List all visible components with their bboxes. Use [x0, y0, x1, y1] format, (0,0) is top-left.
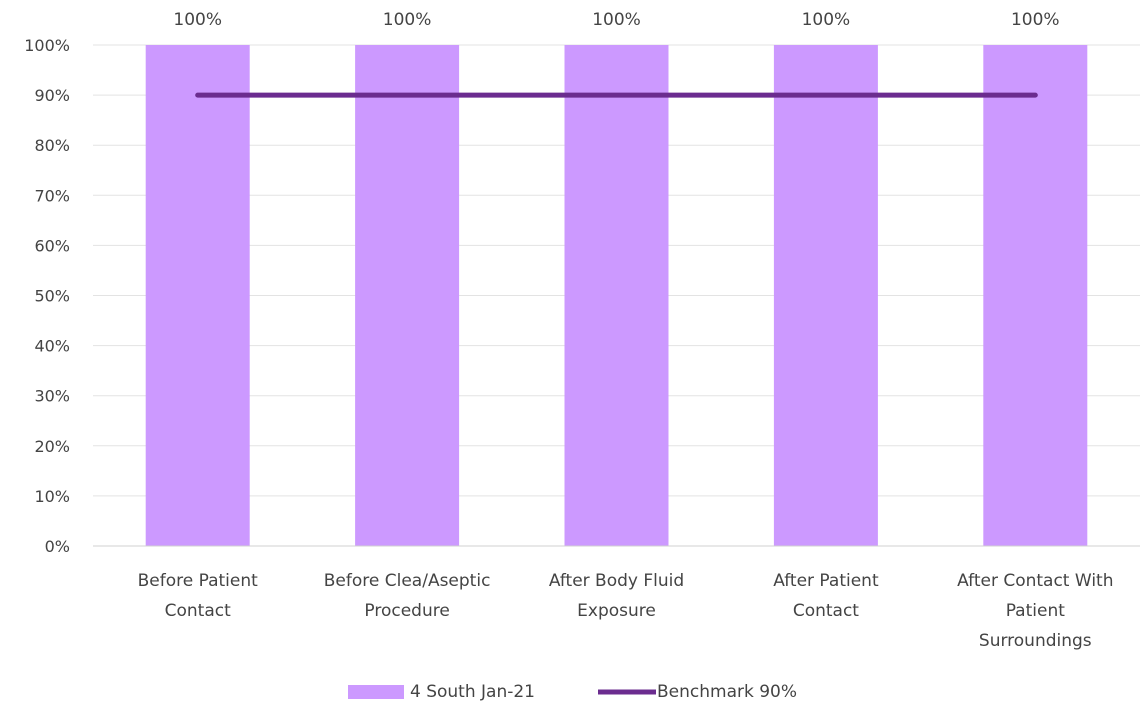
x-category-label-line: After Contact With — [957, 571, 1113, 591]
y-tick-label: 30% — [34, 387, 70, 406]
x-category-label: After Patient Contact — [773, 571, 879, 621]
y-tick-label: 60% — [34, 236, 70, 255]
data-label: 100% — [383, 10, 432, 30]
data-label: 100% — [802, 10, 851, 30]
bar — [355, 45, 460, 546]
x-category-label: After Body Fluid Exposure — [549, 571, 684, 621]
y-tick-label: 50% — [34, 287, 70, 306]
bar — [145, 45, 250, 546]
x-category-label: Before Patient Contact — [138, 571, 259, 621]
y-tick-label: 70% — [34, 186, 70, 205]
data-label: 100% — [173, 10, 222, 30]
x-category-label: Before Clea/Aseptic Procedure — [324, 571, 491, 621]
bar — [564, 45, 669, 546]
y-tick-label: 0% — [45, 537, 70, 556]
legend-label-line: Benchmark 90% — [657, 682, 797, 702]
y-tick-label: 100% — [24, 36, 70, 55]
y-axis-ticks: 0% 10% 20% 30% 40% 50% 60% 70% 80% 90% 100% — [24, 36, 70, 556]
legend-label-bar: 4 South Jan-21 — [410, 682, 535, 702]
x-category-label-line: Exposure — [577, 601, 656, 621]
x-category-label-line: Patient — [1006, 601, 1066, 621]
data-labels: 100% 100% 100% 100% 100% — [173, 10, 1059, 30]
bar — [983, 45, 1088, 546]
bar-series — [145, 45, 1088, 546]
y-tick-label: 80% — [34, 136, 70, 155]
x-category-label-line: Before Patient — [138, 571, 259, 591]
x-category-label-line: Procedure — [364, 601, 449, 621]
y-tick-label: 90% — [34, 86, 70, 105]
x-category-label-line: Before Clea/Aseptic — [324, 571, 491, 591]
x-category-label-line: After Body Fluid — [549, 571, 684, 591]
x-category-label-line: After Patient — [773, 571, 879, 591]
x-axis-categories: Before Patient Contact Before Clea/Aseptic… — [138, 571, 1114, 651]
data-label: 100% — [1011, 10, 1060, 30]
y-tick-label: 40% — [34, 337, 70, 356]
x-category-label-line: Contact — [793, 601, 859, 621]
bar — [773, 45, 878, 546]
legend-swatch-bar — [348, 685, 404, 699]
y-tick-label: 10% — [34, 487, 70, 506]
x-category-label: After Contact With Patient Surroundings — [957, 571, 1113, 651]
x-category-label-line: Surroundings — [979, 631, 1092, 651]
x-category-label-line: Contact — [165, 601, 231, 621]
y-tick-label: 20% — [34, 437, 70, 456]
legend: 4 South Jan-21 Benchmark 90% — [348, 682, 797, 702]
data-label: 100% — [592, 10, 641, 30]
